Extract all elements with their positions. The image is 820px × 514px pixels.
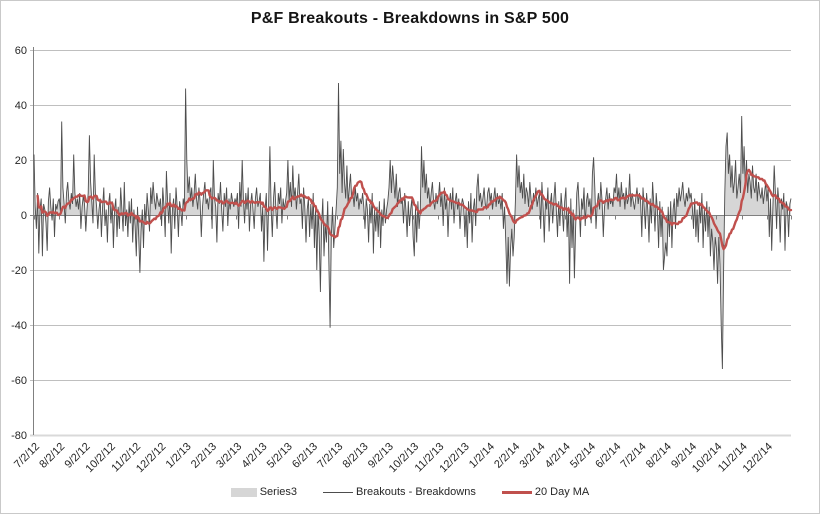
svg-text:6/2/13: 6/2/13 <box>290 441 320 471</box>
legend-label-series3: Series3 <box>259 486 298 498</box>
svg-text:60: 60 <box>15 45 27 57</box>
legend-item-20dayma: 20 Day MA <box>501 486 590 498</box>
legend: Series3 Breakouts - Breakdowns 20 Day MA <box>0 486 820 498</box>
svg-text:1/2/13: 1/2/13 <box>164 441 194 471</box>
svg-text:6/2/14: 6/2/14 <box>593 441 623 471</box>
svg-text:1/2/14: 1/2/14 <box>467 441 497 471</box>
svg-text:-80: -80 <box>11 430 27 442</box>
svg-text:-60: -60 <box>11 375 27 387</box>
legend-label-20dayma: 20 Day MA <box>534 486 590 498</box>
legend-label-breakouts: Breakouts - Breakdowns <box>356 486 476 498</box>
svg-text:8/2/13: 8/2/13 <box>341 441 371 471</box>
svg-text:8/2/14: 8/2/14 <box>644 441 674 471</box>
svg-text:0: 0 <box>21 210 27 222</box>
svg-text:4/2/14: 4/2/14 <box>543 441 573 471</box>
svg-text:2/2/13: 2/2/13 <box>189 441 219 471</box>
svg-text:5/2/14: 5/2/14 <box>568 441 598 471</box>
svg-text:7/2/14: 7/2/14 <box>619 441 649 471</box>
legend-item-series3: Series3 <box>230 486 298 498</box>
svg-text:2/2/14: 2/2/14 <box>492 441 522 471</box>
svg-text:40: 40 <box>15 100 27 112</box>
svg-text:5/2/13: 5/2/13 <box>265 441 295 471</box>
area-swatch-icon <box>230 487 257 497</box>
svg-text:8/2/12: 8/2/12 <box>37 441 67 471</box>
svg-text:4/2/13: 4/2/13 <box>239 441 269 471</box>
chart-title: P&F Breakouts - Breakdowns in S&P 500 <box>250 10 570 27</box>
svg-text:-20: -20 <box>11 265 27 277</box>
svg-text:-40: -40 <box>11 320 27 332</box>
svg-text:20: 20 <box>15 155 27 167</box>
svg-text:7/2/13: 7/2/13 <box>315 441 345 471</box>
svg-text:3/2/13: 3/2/13 <box>214 441 244 471</box>
legend-item-breakouts: Breakouts - Breakdowns <box>323 486 476 498</box>
svg-text:7/2/12: 7/2/12 <box>12 441 42 471</box>
ma-line-swatch-icon <box>501 490 532 494</box>
svg-text:3/2/14: 3/2/14 <box>517 441 547 471</box>
line-swatch-icon <box>323 491 354 493</box>
